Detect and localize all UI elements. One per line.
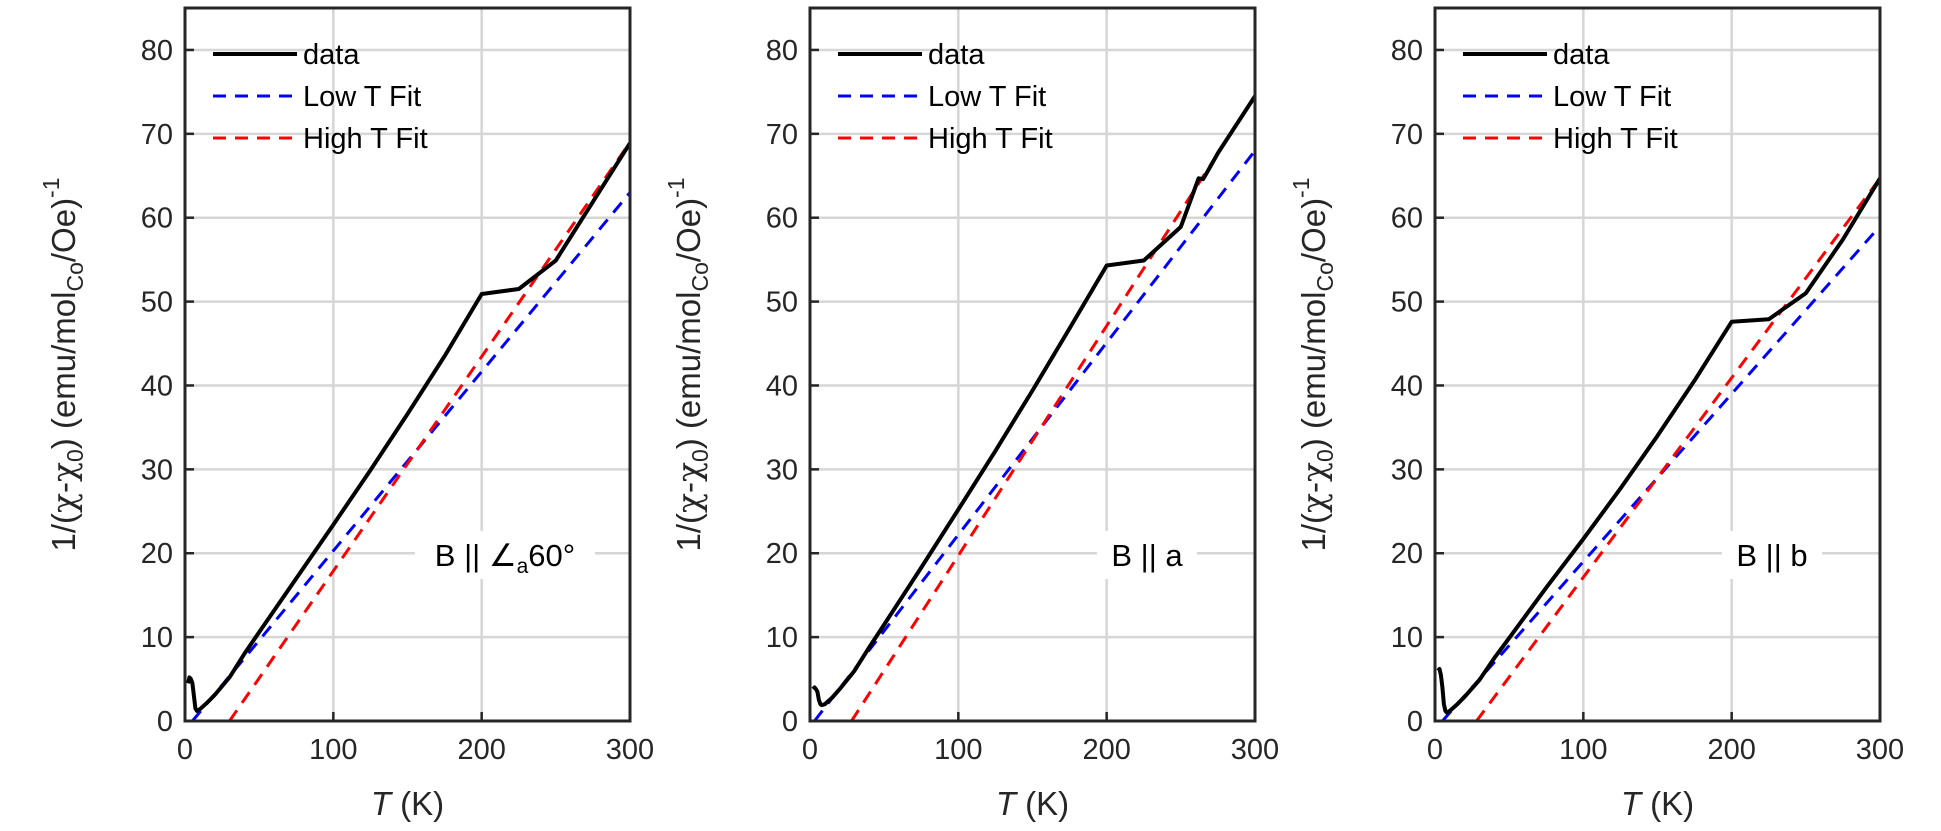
x-tick-label: 300	[1231, 734, 1279, 766]
legend-label: data	[303, 39, 360, 71]
y-tick-label: 30	[1391, 454, 1423, 486]
plot-frame	[1433, 6, 1882, 723]
legend-label: High T Fit	[1553, 123, 1678, 155]
y-axis-label: 1/(χ-χ0) (emu/molCo/Oe)-1	[1288, 177, 1338, 551]
annotation-label: B || b	[1736, 538, 1807, 573]
y-tick-label: 30	[141, 454, 173, 486]
y-tick-label: 60	[766, 203, 798, 235]
data-series-line	[1436, 177, 1882, 715]
annotation-box: B || b	[1722, 531, 1822, 579]
data-series-line	[811, 95, 1257, 708]
legend: data Low T Fit High T Fit	[1463, 39, 1678, 155]
legend-label: High T Fit	[928, 123, 1053, 155]
legend-label: data	[1553, 39, 1610, 71]
y-tick-label: 10	[141, 622, 173, 654]
chart-panel-1: 0 100 200 300 0 10 20 30 40 50 60 70 80 1/(χ-χ0) (em…	[38, 6, 654, 822]
x-tick-label: 100	[934, 734, 982, 766]
y-tick-label: 20	[766, 538, 798, 570]
y-tick-label: 0	[782, 706, 798, 738]
x-tick-label: 200	[1707, 734, 1755, 766]
x-tick-label: 300	[1856, 734, 1904, 766]
plot-frame	[183, 6, 632, 723]
y-tick-label: 0	[157, 706, 173, 738]
x-tick-label: 0	[177, 734, 193, 766]
x-tick-label: 0	[802, 734, 818, 766]
y-tick-label: 10	[1391, 622, 1423, 654]
annotation-box: B || ∠a60°	[415, 531, 595, 579]
y-tick-label: 20	[1391, 538, 1423, 570]
x-tick-label: 100	[1559, 734, 1607, 766]
x-tick-label: 300	[606, 734, 654, 766]
data-series-line	[186, 142, 632, 713]
y-tick-label: 80	[766, 35, 798, 67]
y-tick-label: 40	[766, 370, 798, 402]
legend: data Low T Fit High T Fit	[838, 39, 1053, 155]
y-tick-label: 70	[141, 119, 173, 151]
y-tick-label: 50	[766, 287, 798, 319]
annotation-label: B || a	[1111, 538, 1183, 573]
x-axis-label: T (K)	[996, 785, 1069, 822]
y-tick-label: 20	[141, 538, 173, 570]
high-t-fit-line	[228, 141, 632, 722]
legend-label: Low T Fit	[928, 81, 1046, 113]
y-tick-label: 40	[141, 370, 173, 402]
plot-frame	[808, 6, 1257, 723]
y-tick-label: 70	[766, 119, 798, 151]
legend: data Low T Fit High T Fit	[213, 39, 428, 155]
legend-label: Low T Fit	[1553, 81, 1671, 113]
y-tick-label: 70	[1391, 119, 1423, 151]
x-tick-label: 200	[1082, 734, 1130, 766]
high-t-fit-line	[850, 95, 1257, 722]
y-tick-label: 50	[1391, 287, 1423, 319]
low-t-fit-line	[191, 191, 632, 722]
chart-panel-3: 0 100 200 300 0 10 20 30 40 50 60 70 80 1/(χ-χ0) (em…	[1288, 6, 1904, 822]
y-tick-label: 40	[1391, 370, 1423, 402]
annotation-label: B || ∠a60°	[435, 538, 575, 578]
x-tick-label: 200	[457, 734, 505, 766]
y-tick-label: 10	[766, 622, 798, 654]
y-tick-label: 30	[766, 454, 798, 486]
annotation-box: B || a	[1097, 531, 1197, 579]
y-tick-label: 80	[1391, 35, 1423, 67]
chart-panel-2: 0 100 200 300 0 10 20 30 40 50 60 70 80 1/(χ-χ0) (em…	[663, 6, 1279, 822]
x-axis-label: T (K)	[1621, 785, 1694, 822]
x-tick-label: 0	[1427, 734, 1443, 766]
x-axis-label: T (K)	[371, 785, 444, 822]
high-t-fit-line	[1475, 177, 1882, 722]
legend-label: High T Fit	[303, 123, 428, 155]
y-axis-label: 1/(χ-χ0) (emu/molCo/Oe)-1	[663, 177, 713, 551]
y-tick-label: 60	[141, 203, 173, 235]
legend-label: data	[928, 39, 985, 71]
x-tick-label: 100	[309, 734, 357, 766]
y-tick-label: 0	[1407, 706, 1423, 738]
y-axis-label: 1/(χ-χ0) (emu/molCo/Oe)-1	[38, 177, 88, 551]
y-tick-label: 50	[141, 287, 173, 319]
y-tick-label: 60	[1391, 203, 1423, 235]
legend-label: Low T Fit	[303, 81, 421, 113]
y-tick-label: 80	[141, 35, 173, 67]
